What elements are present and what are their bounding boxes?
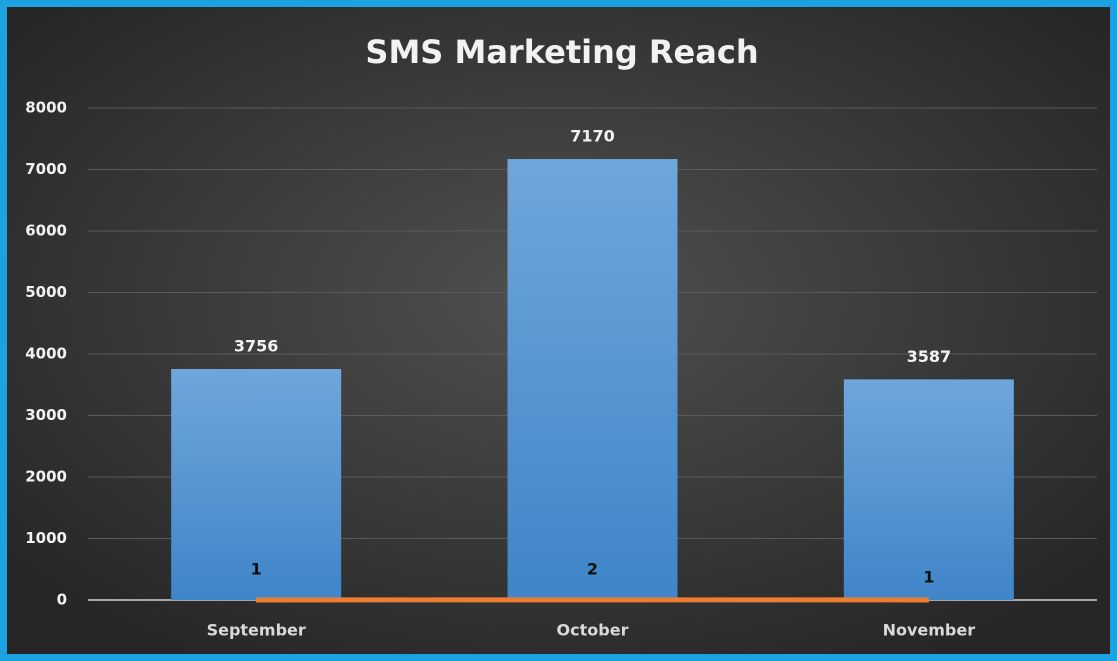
data-label: 1 <box>923 567 934 586</box>
data-label: 2 <box>587 559 598 578</box>
x-tick-label: October <box>557 621 629 640</box>
x-tick-label: September <box>207 621 306 640</box>
y-tick-label: 0 <box>57 591 67 609</box>
bar <box>507 159 678 601</box>
y-tick-label: 1000 <box>25 529 67 547</box>
x-tick-label: November <box>883 621 976 640</box>
y-tick-label: 8000 <box>25 99 67 117</box>
y-tick-label: 2000 <box>25 468 67 486</box>
y-tick-label: 3000 <box>25 406 67 424</box>
data-label: 1 <box>251 559 262 578</box>
data-label: 3587 <box>907 347 952 366</box>
y-tick-label: 5000 <box>25 283 67 301</box>
data-label: 3756 <box>234 337 279 356</box>
bar <box>843 379 1014 600</box>
y-tick-label: 4000 <box>25 345 67 363</box>
y-tick-label: 6000 <box>25 222 67 240</box>
bar <box>171 369 342 600</box>
data-label: 7170 <box>570 127 615 146</box>
chart-title: SMS Marketing Reach <box>365 33 758 71</box>
y-tick-label: 7000 <box>25 160 67 178</box>
